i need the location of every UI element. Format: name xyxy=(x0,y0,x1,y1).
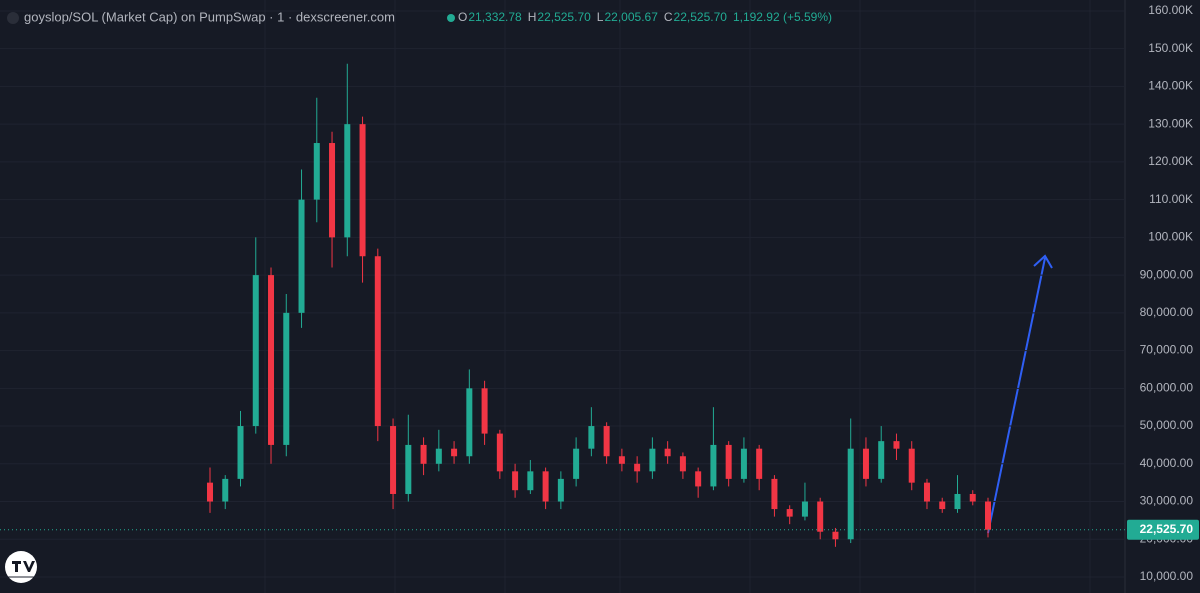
candle-body xyxy=(908,448,915,483)
candle-body xyxy=(359,124,366,257)
candle-body xyxy=(634,463,641,472)
candle-body xyxy=(954,493,961,510)
y-tick-label: 30,000.00 xyxy=(1140,494,1194,508)
candle-body xyxy=(725,444,732,479)
last-price-label: 22,525.70 xyxy=(1140,522,1194,536)
candle-body xyxy=(573,448,580,479)
candle-body xyxy=(512,471,519,491)
y-tick-label: 160.00K xyxy=(1148,3,1193,17)
legend-label: H xyxy=(528,10,537,24)
legend-value: 22,525.70 xyxy=(674,10,728,24)
candle-body xyxy=(496,433,503,472)
candle-body xyxy=(695,471,702,487)
candle-body xyxy=(527,471,534,491)
y-tick-label: 120.00K xyxy=(1148,154,1193,168)
candle-body xyxy=(298,199,305,313)
candle-body xyxy=(374,256,381,427)
candle-body xyxy=(847,448,854,540)
tv-logo xyxy=(5,551,37,583)
chart-title: goyslop/SOL (Market Cap) on PumpSwap · 1… xyxy=(24,9,395,24)
candle-body xyxy=(710,444,717,487)
candle-body xyxy=(939,501,946,510)
candle-body xyxy=(313,143,320,200)
symbol-icon xyxy=(7,12,19,24)
candle-body xyxy=(923,482,930,502)
candle-body xyxy=(969,493,976,502)
y-tick-label: 80,000.00 xyxy=(1140,305,1194,319)
candle-body xyxy=(268,275,275,445)
legend-label: C xyxy=(664,10,673,24)
candle-body xyxy=(435,448,442,464)
candle-body xyxy=(878,441,885,479)
candle-body xyxy=(862,448,869,479)
candle-body xyxy=(603,426,610,457)
candle-body xyxy=(405,444,412,494)
candle-body xyxy=(801,501,808,517)
y-tick-label: 90,000.00 xyxy=(1140,267,1194,281)
candle-body xyxy=(237,426,244,479)
legend-label: L xyxy=(597,10,604,24)
candle-body xyxy=(329,143,336,238)
candle-body xyxy=(252,275,259,427)
candle-body xyxy=(771,478,778,510)
candle-body xyxy=(649,448,656,472)
y-tick-label: 60,000.00 xyxy=(1140,380,1194,394)
candle-body xyxy=(664,448,671,457)
y-tick-label: 50,000.00 xyxy=(1140,418,1194,432)
legend-label: O xyxy=(458,10,467,24)
candle-body xyxy=(466,388,473,457)
candle-body xyxy=(832,531,839,540)
change: 1,192.92 (+5.59%) xyxy=(733,10,832,24)
candle-body xyxy=(893,441,900,449)
candle-body xyxy=(451,448,458,457)
legend-value: 21,332.78 xyxy=(468,10,522,24)
legend-value: 22,525.70 xyxy=(537,10,591,24)
candle-body xyxy=(786,509,793,517)
candle-body xyxy=(344,124,351,238)
y-tick-label: 110.00K xyxy=(1149,192,1193,206)
candle-body xyxy=(481,388,488,434)
y-tick-label: 10,000.00 xyxy=(1140,569,1194,583)
candle-body xyxy=(817,501,824,532)
candle-body xyxy=(222,478,229,502)
y-tick-label: 130.00K xyxy=(1148,116,1193,130)
arrow-annotation xyxy=(987,254,1053,534)
y-tick-label: 100.00K xyxy=(1148,230,1193,244)
vertical-grid xyxy=(264,0,1091,593)
candle-body xyxy=(740,448,747,479)
y-tick-label: 140.00K xyxy=(1148,79,1193,93)
last-price-tag xyxy=(1127,519,1199,540)
ohlc-legend: O 21,332.78 H 22,525.70 L 22,005.67 C 22,525.70… xyxy=(458,10,832,24)
candle-body xyxy=(557,478,564,502)
status-dot xyxy=(447,14,455,22)
candle-body xyxy=(588,426,595,449)
y-tick-label: 40,000.00 xyxy=(1140,456,1194,470)
candle-body xyxy=(390,426,397,494)
legend-value: 22,005.67 xyxy=(604,10,658,24)
candle-body xyxy=(283,312,290,445)
candle-body xyxy=(618,456,625,464)
y-tick-label: 150.00K xyxy=(1148,41,1193,55)
candle-body xyxy=(679,456,686,472)
candle-body xyxy=(985,501,991,530)
candle-body xyxy=(420,444,427,464)
candle-body xyxy=(756,448,763,479)
candle-body xyxy=(207,482,213,502)
candle-body xyxy=(542,471,549,502)
y-tick-label: 70,000.00 xyxy=(1140,343,1194,357)
